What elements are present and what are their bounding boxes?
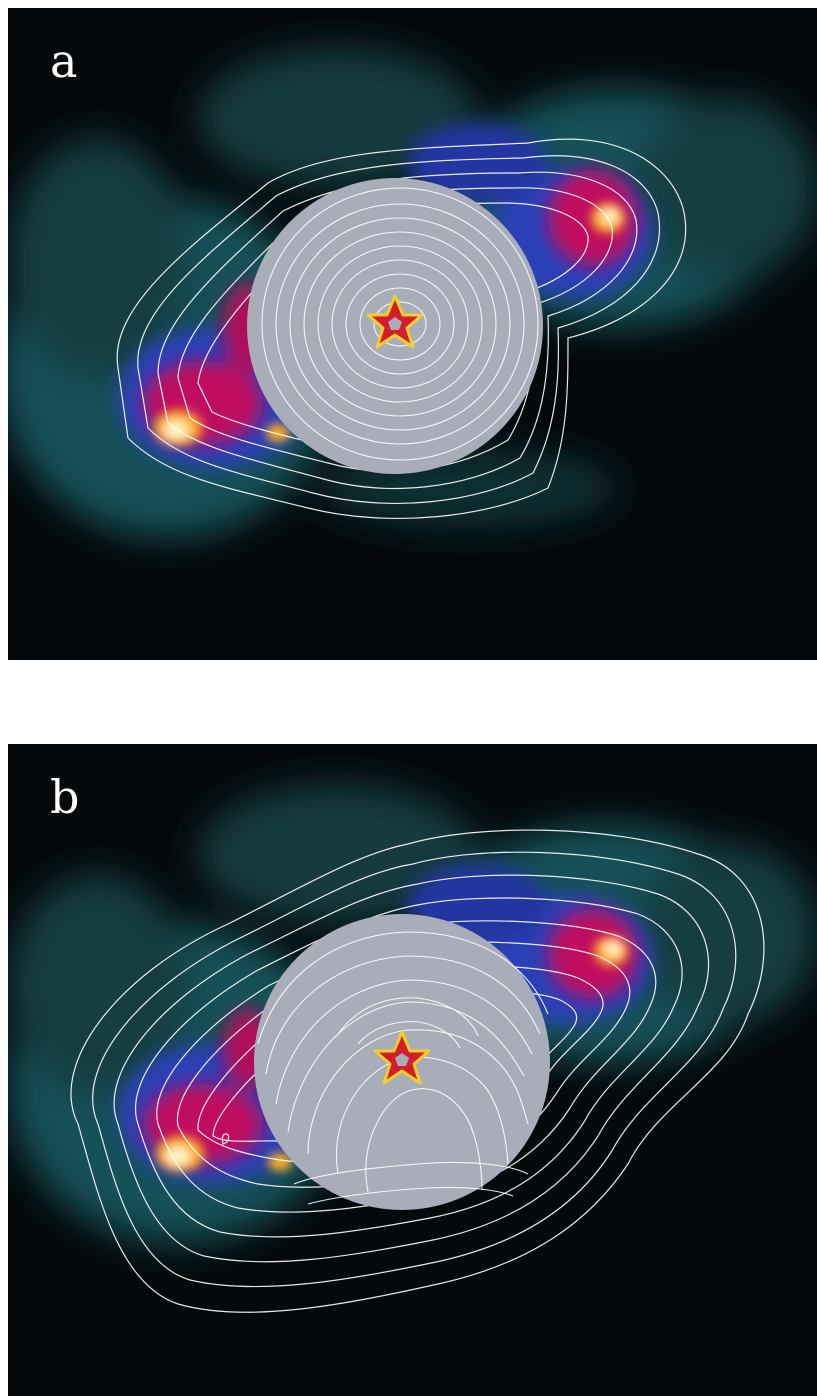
panel-b-image (8, 744, 817, 1396)
panel-label-a: a (50, 34, 78, 88)
star-icon (373, 1030, 431, 1085)
panel-a: a (8, 8, 817, 660)
panel-label-b: b (50, 770, 80, 824)
star-icon (366, 294, 424, 349)
panel-a-image (8, 8, 817, 660)
panel-b: b (8, 744, 817, 1396)
